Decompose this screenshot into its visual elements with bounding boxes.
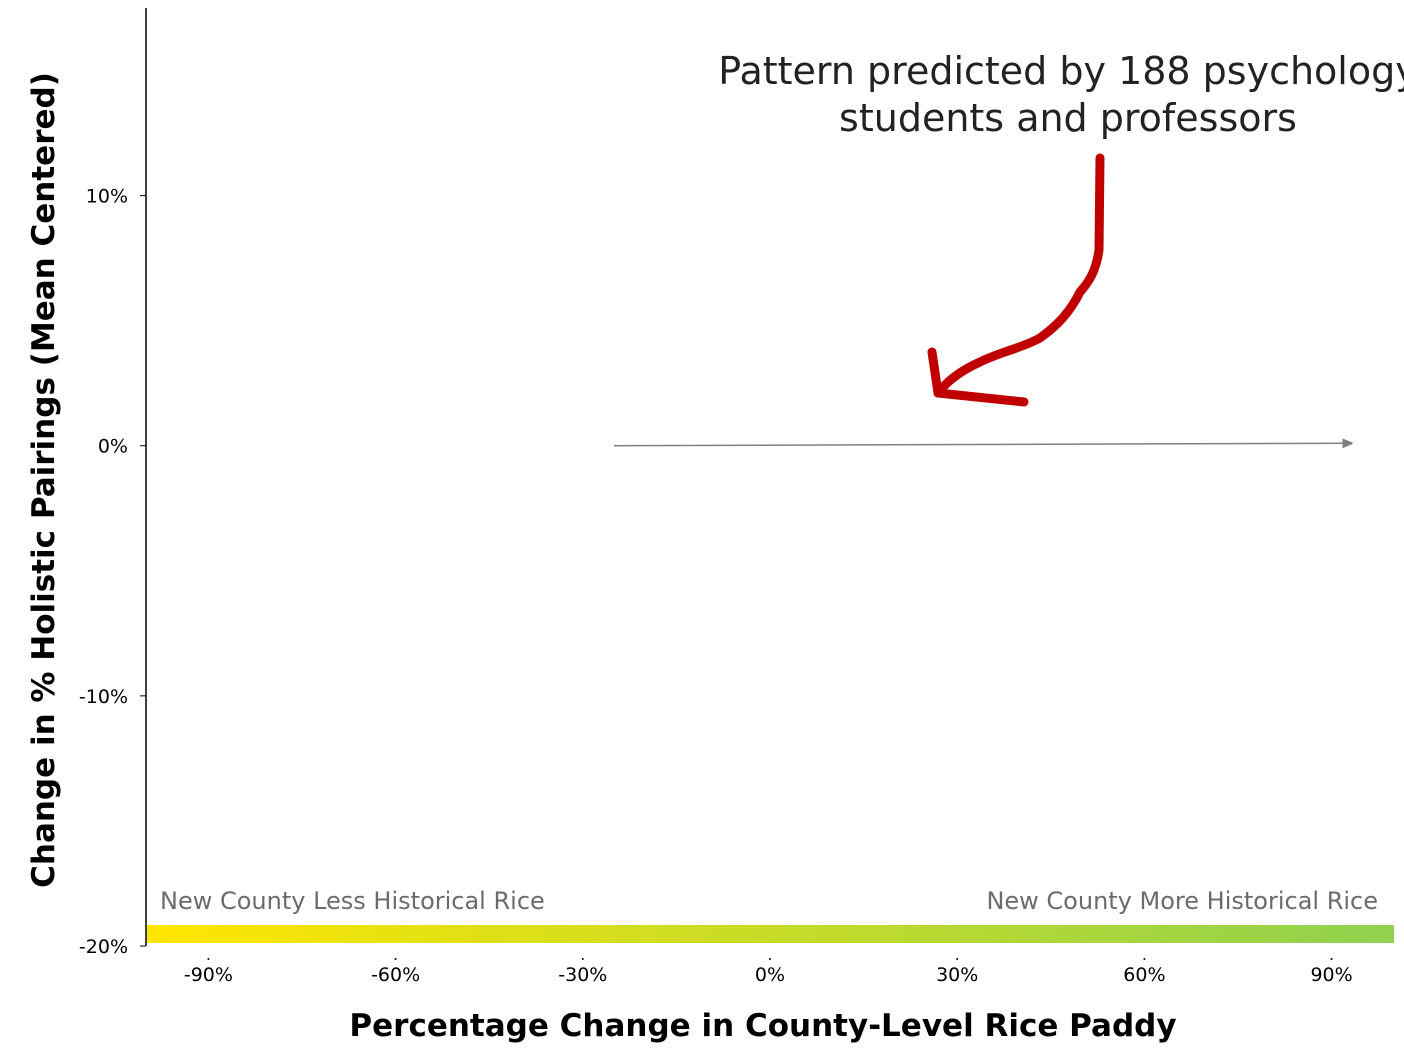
annotation-line-2: students and professors: [839, 96, 1297, 140]
x-tick-label: 0%: [755, 964, 785, 986]
rice-gradient-band: [147, 925, 1394, 943]
x-tick-mark: [581, 958, 584, 960]
x-tick-mark: [1330, 958, 1333, 960]
annotation-arrow-head: [927, 347, 1029, 407]
y-tick-label: 10%: [86, 186, 128, 208]
x-tick-mark: [769, 958, 771, 960]
x-tick-mark: [1143, 958, 1146, 960]
band-left-label: New County Less Historical Rice: [160, 887, 545, 915]
x-tick-mark: [207, 958, 210, 960]
y-tick-label: -20%: [79, 936, 128, 958]
x-tick-label: -30%: [558, 964, 607, 986]
y-tick-label: -10%: [79, 686, 128, 708]
y-tick-label: 0%: [98, 436, 128, 458]
x-tick-label: -90%: [184, 964, 233, 986]
x-axis-title: Percentage Change in County-Level Rice P…: [349, 1008, 1176, 1044]
band-right-label: New County More Historical Rice: [986, 887, 1378, 915]
x-tick-mark: [394, 958, 397, 960]
annotation-arrow: [927, 153, 1105, 407]
y-axis-title: Change in % Holistic Pairings (Mean Cent…: [26, 72, 62, 888]
x-tick-label: -60%: [371, 964, 420, 986]
x-tick-label: 30%: [936, 964, 978, 986]
x-tick-label: 90%: [1310, 964, 1352, 986]
annotation-line-1: Pattern predicted by 188 psychology: [718, 49, 1404, 93]
x-tick-label: 60%: [1123, 964, 1165, 986]
series-line: [613, 443, 1350, 446]
annotation-arrow-shaft: [933, 153, 1105, 398]
x-tick-mark: [956, 958, 959, 960]
